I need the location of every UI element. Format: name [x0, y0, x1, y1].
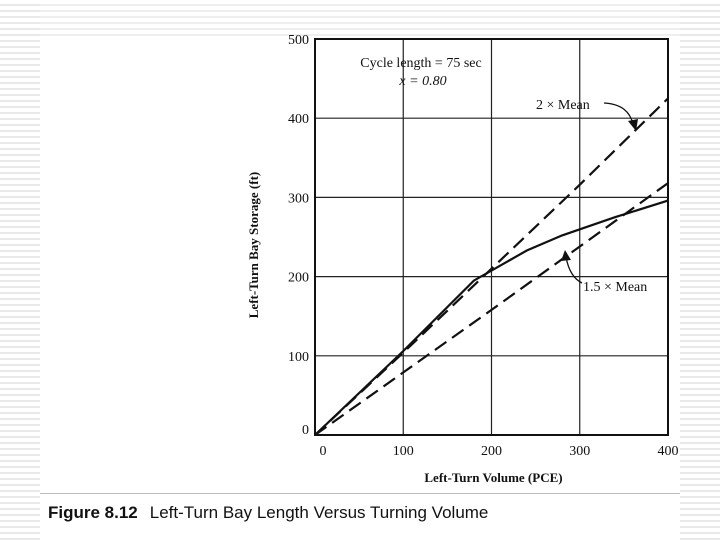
arrow-2x-mean	[603, 102, 634, 125]
right-border-stripes	[680, 0, 720, 540]
series-line-1	[314, 199, 669, 436]
caption-text: Left-Turn Bay Length Versus Turning Volu…	[149, 503, 489, 522]
series-layer	[314, 97, 669, 436]
label-1-5x-mean: 1.5 × Mean	[583, 280, 647, 295]
caption-rule	[40, 493, 680, 494]
x-tick-200: 200	[481, 444, 502, 459]
figure-number: Figure 8.12	[48, 503, 138, 522]
gridlines	[315, 39, 668, 435]
y-tick-500: 500	[288, 33, 309, 48]
left-border-stripes	[0, 0, 40, 540]
annotation-x-ratio: x = 0.80	[398, 74, 446, 89]
plot-frame	[314, 38, 669, 436]
x-tick-300: 300	[569, 444, 590, 459]
x-tick-100: 100	[393, 444, 414, 459]
series-line-2	[314, 182, 669, 436]
annotation-cycle-length: Cycle length = 75 sec	[360, 56, 481, 71]
y-tick-100: 100	[288, 350, 309, 365]
y-tick-0: 0	[302, 423, 309, 438]
x-axis-label: Left-Turn Volume (PCE)	[424, 470, 562, 485]
top-border-stripes	[40, 0, 680, 40]
figure-caption: Figure 8.12 Left-Turn Bay Length Versus T…	[48, 503, 488, 523]
y-tick-200: 200	[288, 271, 309, 286]
series-line-0	[314, 97, 669, 436]
x-tick-400: 400	[658, 444, 679, 459]
x-tick-labels: 0 100 200 300 400	[320, 444, 679, 459]
y-tick-300: 300	[288, 191, 309, 206]
arrowhead-2x-mean	[628, 119, 638, 131]
y-tick-400: 400	[288, 112, 309, 127]
y-tick-labels: 0 100 200 300 400 500	[288, 33, 309, 438]
x-tick-0: 0	[320, 444, 327, 459]
y-axis-label: Left-Turn Bay Storage (ft)	[246, 172, 261, 318]
label-2x-mean: 2 × Mean	[536, 98, 590, 113]
arrowhead-1-5x-mean	[561, 250, 571, 261]
